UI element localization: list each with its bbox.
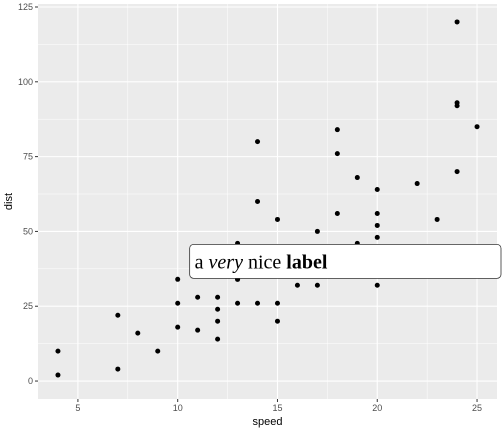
data-point xyxy=(374,222,380,228)
data-point xyxy=(175,276,181,282)
annotation-part-very: very xyxy=(209,251,244,273)
data-point xyxy=(474,124,480,130)
x-tick-label: 10 xyxy=(173,403,183,413)
data-point xyxy=(314,228,320,234)
y-tick-label: 125 xyxy=(18,2,33,12)
data-point xyxy=(454,100,460,106)
data-point xyxy=(274,216,280,222)
data-point xyxy=(374,282,380,288)
data-point xyxy=(454,169,460,175)
data-point xyxy=(414,181,420,187)
annotation-label-box xyxy=(189,243,502,279)
annotation-label: a very nice label xyxy=(189,243,502,279)
x-tick-label: 20 xyxy=(372,403,382,413)
data-point xyxy=(434,216,440,222)
data-point xyxy=(255,300,261,306)
data-point xyxy=(215,294,221,300)
data-point xyxy=(334,127,340,133)
x-axis-ticks: 5 10 15 20 25 xyxy=(75,399,482,413)
y-axis-title: dist xyxy=(3,193,15,210)
data-point xyxy=(55,372,61,378)
data-point xyxy=(374,210,380,216)
y-tick-label: 0 xyxy=(28,376,33,386)
data-point xyxy=(235,300,241,306)
data-point xyxy=(55,348,61,354)
y-tick-label: 25 xyxy=(23,301,33,311)
data-point xyxy=(314,282,320,288)
data-point xyxy=(135,330,141,336)
major-gridlines xyxy=(38,4,497,399)
data-point xyxy=(274,318,280,324)
data-points xyxy=(55,19,480,378)
data-point xyxy=(175,324,181,330)
annotation-label-text: a very nice label xyxy=(195,251,328,273)
data-point xyxy=(294,282,300,288)
data-point xyxy=(215,306,221,312)
x-tick-label: 25 xyxy=(472,403,482,413)
data-point xyxy=(255,139,261,145)
plot-panel xyxy=(38,4,497,399)
data-point xyxy=(215,318,221,324)
y-axis-ticks: 0 25 50 75 100 125 xyxy=(18,2,38,386)
data-point xyxy=(374,187,380,193)
y-tick-label: 75 xyxy=(23,152,33,162)
data-point xyxy=(195,294,201,300)
data-point xyxy=(215,336,221,342)
data-point xyxy=(354,175,360,181)
x-tick-label: 15 xyxy=(272,403,282,413)
data-point xyxy=(195,327,201,333)
annotation-part-a: a xyxy=(195,251,209,273)
annotation-part-label: label xyxy=(286,251,328,273)
data-point xyxy=(255,199,261,204)
data-point xyxy=(274,300,280,306)
data-point xyxy=(115,366,121,372)
data-point xyxy=(334,210,340,216)
data-point xyxy=(374,234,380,240)
data-point xyxy=(175,300,181,306)
data-point xyxy=(115,312,121,318)
y-tick-label: 100 xyxy=(18,77,33,87)
x-axis-title: speed xyxy=(253,416,283,428)
data-point xyxy=(454,19,460,25)
data-point xyxy=(334,151,340,157)
data-point xyxy=(155,348,161,354)
annotation-part-nice: nice xyxy=(243,251,286,273)
y-tick-label: 50 xyxy=(23,226,33,236)
x-tick-label: 5 xyxy=(75,403,80,413)
